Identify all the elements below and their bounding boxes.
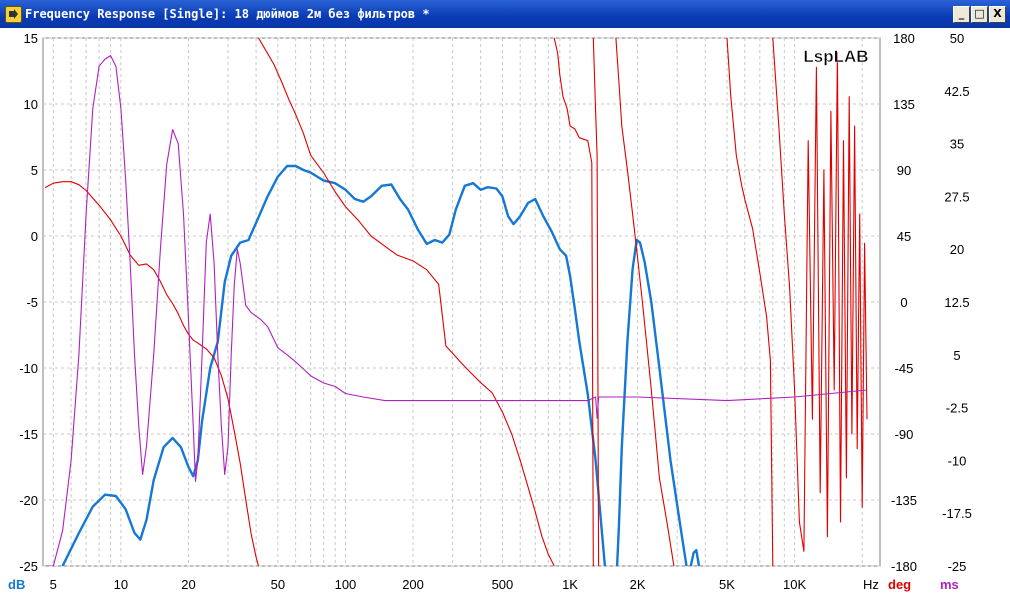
ms-tick-label: -10: [948, 453, 967, 468]
plot-frame: [42, 37, 881, 567]
ms-tick-label: 5: [953, 348, 960, 363]
ms-axis-label: ms: [940, 577, 959, 592]
x-tick-label: 10: [114, 577, 128, 592]
series-deg-4: [258, 38, 555, 566]
db-tick-label: -15: [19, 427, 38, 442]
x-tick-label: 200: [402, 577, 424, 592]
window-title: Frequency Response [Single]: 18 дюймов 2…: [25, 7, 430, 21]
x-tick-label: 5K: [719, 577, 735, 592]
db-tick-label: -20: [19, 493, 38, 508]
ms-tick-label: 50: [950, 31, 964, 46]
series-deg-8: [726, 38, 774, 566]
x-tick-label: 1K: [562, 577, 578, 592]
deg-axis-label: deg: [888, 577, 911, 592]
ms-tick-label: -2.5: [946, 401, 968, 416]
db-axis-label: dB: [8, 577, 25, 592]
x-tick-label: 100: [335, 577, 357, 592]
series-db-0: [61, 164, 607, 566]
series-deg-3: [44, 181, 260, 566]
db-tick-label: 0: [31, 229, 38, 244]
series-ms-10: [45, 55, 868, 566]
deg-tick-label: 0: [900, 295, 907, 310]
speaker-icon[interactable]: [5, 6, 22, 23]
deg-tick-label: -180: [891, 559, 917, 574]
deg-tick-label: 180: [893, 31, 915, 46]
frequency-response-chart[interactable]: 151050-5-10-15-20-2518013590450-45-90-13…: [0, 28, 1010, 598]
series-deg-9: [772, 38, 868, 552]
ms-tick-label: 12.5: [944, 295, 969, 310]
series-deg-7: [615, 38, 675, 566]
x-tick-label: 500: [492, 577, 514, 592]
minimize-button[interactable]: _: [953, 6, 970, 23]
deg-tick-label: -135: [891, 493, 917, 508]
deg-tick-label: -45: [895, 361, 914, 376]
deg-tick-label: 90: [897, 163, 911, 178]
x-tick-label: 5: [50, 577, 57, 592]
series-db-2: [689, 549, 701, 566]
series-deg-6: [592, 38, 600, 566]
title-bar[interactable]: Frequency Response [Single]: 18 дюймов 2…: [0, 0, 1010, 28]
series-db-1: [615, 238, 688, 566]
x-tick-label: 50: [271, 577, 285, 592]
ms-tick-label: 35: [950, 137, 964, 152]
x-tick-label: 2K: [630, 577, 646, 592]
db-tick-label: -25: [19, 559, 38, 574]
db-tick-label: 5: [31, 163, 38, 178]
watermark-logo: LspLAB: [803, 47, 868, 66]
deg-tick-label: -90: [895, 427, 914, 442]
chart-area: 15 10 5 0 -5 -10 -15 -20 -25 180 135 90 45 0 -45 -90 -13…: [0, 28, 1010, 598]
series-deg-5: [553, 38, 594, 566]
ms-tick-label: 42.5: [944, 84, 969, 99]
db-tick-label: 15: [24, 31, 38, 46]
ms-tick-label: 27.5: [944, 189, 969, 204]
db-tick-label: 10: [24, 97, 38, 112]
maximize-button[interactable]: □: [971, 6, 988, 23]
ms-tick-label: -17.5: [942, 506, 972, 521]
x-tick-label: 10K: [783, 577, 806, 592]
db-tick-label: -10: [19, 361, 38, 376]
deg-tick-label: 45: [897, 229, 911, 244]
ms-tick-label: 20: [950, 242, 964, 257]
ms-tick-label: -25: [948, 559, 967, 574]
db-tick-label: -5: [26, 295, 38, 310]
deg-tick-label: 135: [893, 97, 915, 112]
close-button[interactable]: X: [989, 6, 1006, 23]
x-tick-label: 20: [181, 577, 195, 592]
x-unit-label: Hz: [863, 577, 879, 592]
